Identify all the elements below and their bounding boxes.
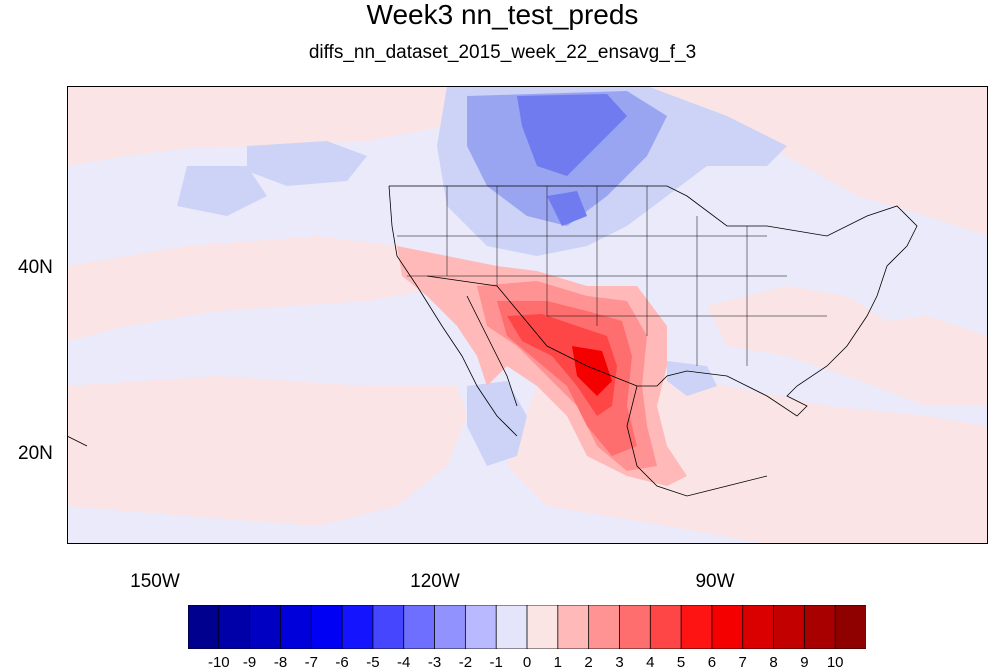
colorbar-tick-label: 6 [707, 654, 717, 671]
colorbar-swatch [341, 605, 374, 649]
colorbar-swatch [464, 605, 498, 649]
colorbar-tick-label: -5 [366, 654, 380, 671]
colorbar-tick-label: 0 [522, 654, 532, 671]
colorbar-tick-label: -7 [304, 654, 318, 671]
colorbar-swatch [680, 605, 713, 649]
colorbar-swatch [403, 605, 436, 649]
red-regions [397, 246, 687, 486]
colorbar-swatch [711, 605, 744, 649]
colorbar-swatch [742, 605, 775, 649]
map-title: Week3 nn_test_preds [366, 0, 639, 30]
colorbar-tick-label: 2 [584, 654, 593, 671]
colorbar-swatch [588, 605, 621, 649]
lon-label-90w: 90W [695, 571, 735, 592]
map-panel [67, 86, 988, 544]
state-borders [397, 186, 827, 366]
colorbar-swatch [803, 605, 837, 649]
lat-label-20n: 20N [18, 443, 53, 464]
colorbar-swatch [249, 605, 282, 649]
colorbar-tick-label: 7 [738, 654, 747, 671]
colorbar-tick-label: -9 [242, 654, 257, 671]
colorbar-tick-label: 4 [646, 654, 655, 671]
colorbar-swatch [557, 605, 590, 649]
colorbar-tick-label: 3 [615, 654, 624, 671]
colorbar-tick-label: 1 [553, 654, 562, 671]
colorbar-tick-label: 10 [826, 654, 844, 671]
land-outlines [67, 185, 918, 497]
colorbar-tick-label: 8 [769, 654, 778, 671]
colorbar-tick-label: 5 [676, 654, 686, 671]
colorbar-swatch [495, 605, 528, 649]
strong-blue-regions [517, 94, 627, 226]
colorbar-swatch [218, 605, 251, 649]
colorbar [188, 605, 866, 649]
map-subtitle: diffs_nn_dataset_2015_week_22_ensavg_f_3 [308, 42, 697, 63]
colorbar-tick-label: -2 [458, 654, 473, 671]
colorbar-swatch [188, 605, 220, 649]
colorbar-swatch [834, 605, 866, 649]
colorbar-swatch [526, 605, 559, 649]
colorbar-swatch [372, 605, 405, 649]
colorbar-tick-label: -8 [273, 654, 288, 671]
colorbar-tick-label: -4 [397, 654, 411, 671]
colorbar-tick-label: -10 [207, 654, 230, 671]
colorbar-swatch [434, 605, 467, 649]
light-red-regions [67, 86, 988, 544]
lon-label-120w: 120W [410, 571, 460, 592]
lon-label-150w: 150W [130, 571, 180, 592]
colorbar-swatch [280, 605, 313, 649]
colorbar-tick-label: 9 [800, 654, 809, 671]
lat-label-40n: 40N [18, 257, 53, 278]
colorbar-swatch [619, 605, 652, 649]
colorbar-tick-label: -1 [489, 654, 503, 671]
colorbar-swatch [649, 605, 682, 649]
map-frame [67, 86, 988, 544]
colorbar-tick-label: -3 [427, 654, 442, 671]
map-svg [67, 86, 988, 544]
colorbar-swatch [310, 605, 343, 649]
colorbar-tick-label: -6 [335, 654, 349, 671]
colorbar-swatch [773, 605, 806, 649]
